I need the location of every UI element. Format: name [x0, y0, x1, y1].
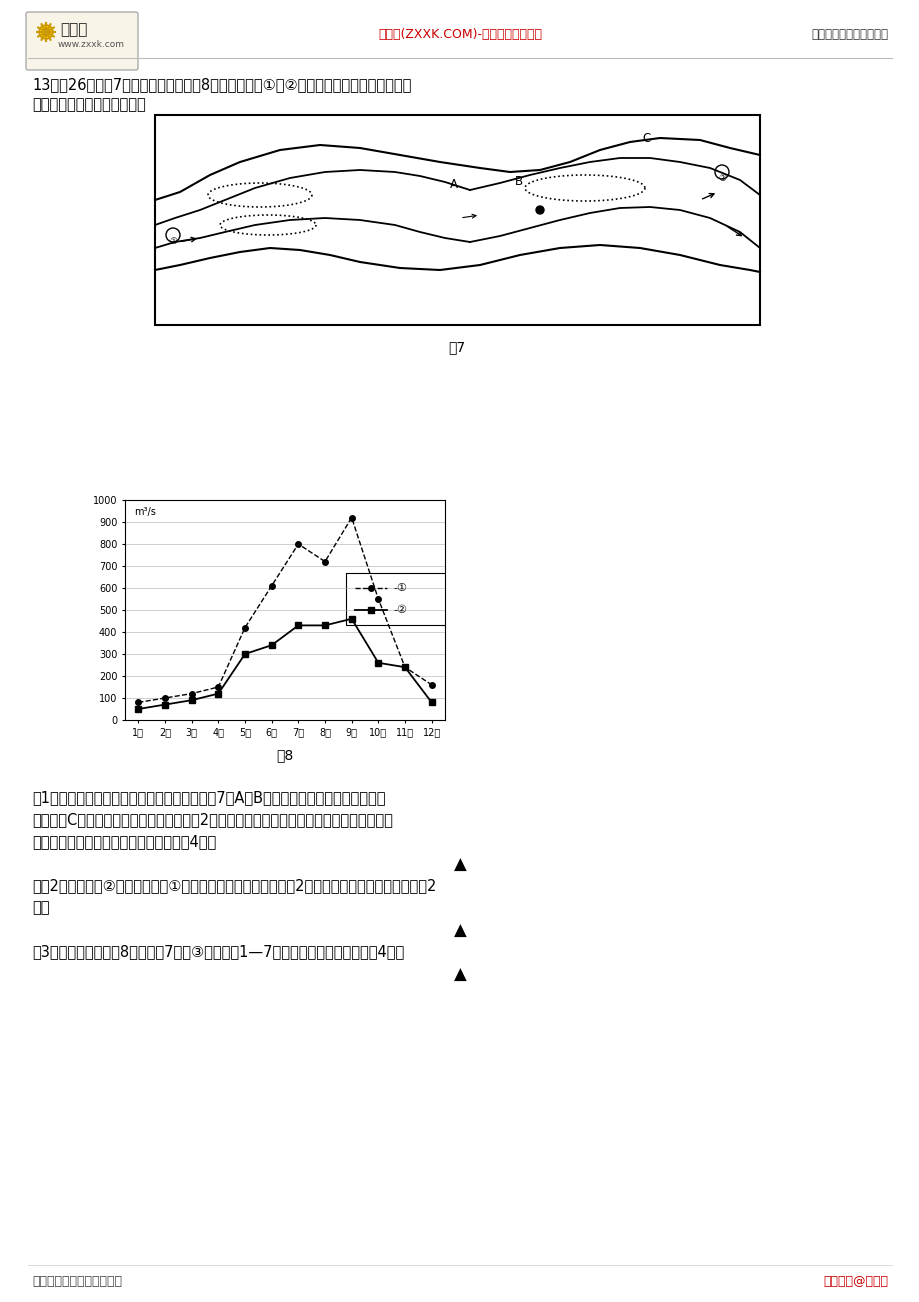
Text: 阅读图文材料完成下列要求。: 阅读图文材料完成下列要求。: [32, 98, 145, 112]
Text: 图7: 图7: [448, 340, 465, 354]
Circle shape: [42, 29, 50, 36]
Circle shape: [536, 206, 543, 214]
Text: ①: ①: [169, 237, 176, 246]
Text: ▲: ▲: [453, 855, 466, 874]
Text: 13．（26分）图7为某河段示意图，图8表示该河段上①、②两观测点所测得年流量变化。: 13．（26分）图7为某河段示意图，图8表示该河段上①、②两观测点所测得年流量变…: [32, 77, 411, 92]
Text: m³/s: m³/s: [134, 506, 156, 517]
Text: -①: -①: [393, 583, 407, 592]
Text: A: A: [449, 178, 458, 191]
Text: ②: ②: [717, 174, 725, 184]
Text: 图8: 图8: [276, 749, 293, 762]
Text: B: B: [515, 174, 523, 187]
Text: 学科网(ZXXK.COM)-名校联盟系列资料: 学科网(ZXXK.COM)-名校联盟系列资料: [378, 29, 541, 40]
Text: ，（2）与观测点②相比，观测点①测得的流量较＿＿＿＿＿。（2分）其原因是＿＿＿＿＿＿。（2: ，（2）与观测点②相比，观测点①测得的流量较＿＿＿＿＿。（2分）其原因是＿＿＿＿…: [32, 878, 436, 893]
Text: 分）: 分）: [32, 900, 50, 915]
Text: 版权所有@学科网: 版权所有@学科网: [823, 1275, 887, 1288]
Circle shape: [714, 165, 728, 178]
Text: ▲: ▲: [453, 922, 466, 940]
Text: ▲: ▲: [453, 966, 466, 984]
Text: 北京凤凰学易科技有限公司: 北京凤凰学易科技有限公司: [32, 1275, 122, 1288]
Text: -②: -②: [393, 605, 407, 615]
Bar: [154, 115, 759, 326]
FancyBboxPatch shape: [26, 12, 138, 70]
Circle shape: [39, 25, 53, 39]
Text: 使河水对C点河岸的冲刷＿＿＿＿＿＿。（2分）为使甲河道流量在汛期提高不致太多，请对: 使河水对C点河岸的冲刷＿＿＿＿＿＿。（2分）为使甲河道流量在汛期提高不致太多，请…: [32, 812, 392, 827]
Text: （3）请在答题卡的图8上绘出图7中点③所在断面1—7月的流量变化趋势曲线。（4分）: （3）请在答题卡的图8上绘出图7中点③所在断面1—7月的流量变化趋势曲线。（4分…: [32, 944, 403, 960]
Text: 如何修建该拦河坝提出两条合理建议。（4分）: 如何修建该拦河坝提出两条合理建议。（4分）: [32, 835, 216, 849]
Text: 上学科网，下精品资料！: 上学科网，下精品资料！: [811, 29, 887, 40]
Text: （1）当地政府为了提高甲河道流量，计划在图7中A、B两点间修建拦河坝，该措施可能: （1）当地政府为了提高甲河道流量，计划在图7中A、B两点间修建拦河坝，该措施可能: [32, 790, 385, 805]
Text: 学科网: 学科网: [60, 22, 87, 36]
Text: www.zxxk.com: www.zxxk.com: [58, 40, 125, 49]
Circle shape: [165, 228, 180, 242]
Text: C: C: [641, 132, 650, 145]
FancyBboxPatch shape: [346, 573, 454, 625]
